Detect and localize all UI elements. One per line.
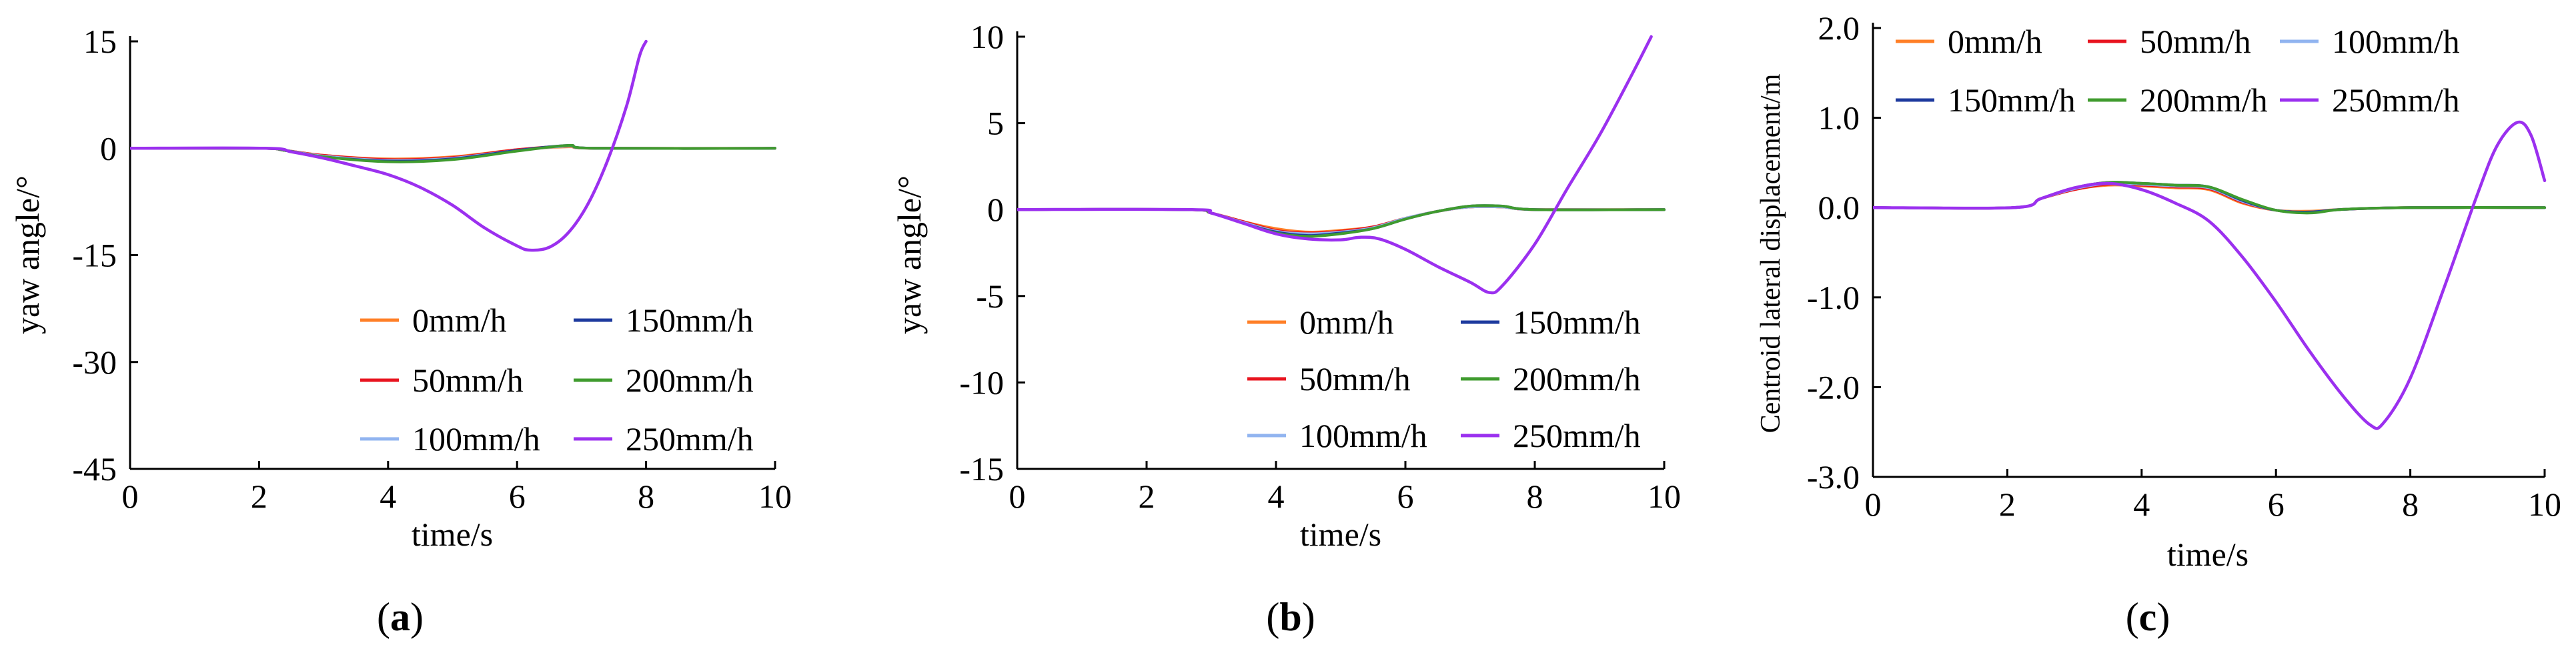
legend-label: 150mm/h <box>1948 81 2076 119</box>
series-group <box>130 39 776 252</box>
x-tick-label: 6 <box>2268 486 2285 523</box>
x-tick-label: 2 <box>251 478 267 515</box>
y-tick-label: -1.0 <box>1807 279 1860 316</box>
chart-panel-c: 0 2 4 6 8 10 2.0 1.0 0.0 -1.0 -2.0 -3.0 time/s Centro… <box>1756 9 2561 573</box>
series-group <box>1017 35 1666 295</box>
legend-label: 0mm/h <box>1299 303 1394 341</box>
legend: 0mm/h 150mm/h 50mm/h 200mm/h 100mm/h 250mm/h <box>1247 303 1641 454</box>
legend-label: 200mm/h <box>1513 360 1641 398</box>
legend-label: 100mm/h <box>1299 417 1427 454</box>
legend-label: 250mm/h <box>1513 417 1641 454</box>
y-tick-label: 0.0 <box>1818 189 1860 226</box>
series-group <box>1873 120 2547 430</box>
x-tick-label: 2 <box>1139 478 1155 515</box>
caption-a: (a) <box>377 595 424 639</box>
legend-label: 100mm/h <box>2332 23 2460 60</box>
legend-label: 50mm/h <box>1299 360 1411 398</box>
x-axis-label: time/s <box>2167 536 2248 573</box>
y-tick-label: -10 <box>959 364 1004 401</box>
x-axis-label: time/s <box>412 516 493 553</box>
x-tick-label: 8 <box>2402 486 2419 523</box>
legend-label: 150mm/h <box>1513 303 1641 341</box>
x-tick-label: 2 <box>1999 486 2016 523</box>
y-tick-label: 0 <box>100 129 117 167</box>
legend-label: 100mm/h <box>412 420 540 458</box>
x-tick-label: 10 <box>2528 486 2561 523</box>
y-tick-label: -45 <box>72 450 117 488</box>
y-axis-label: yaw angle/° <box>9 175 46 334</box>
legend-label: 200mm/h <box>626 362 754 399</box>
x-tick-label: 10 <box>1648 478 1681 515</box>
y-tick-label: 15 <box>83 23 117 60</box>
x-tick-label: 6 <box>1397 478 1414 515</box>
legend-label: 0mm/h <box>1948 23 2042 60</box>
legend-label: 250mm/h <box>626 420 754 458</box>
caption-b: (b) <box>1266 595 1315 639</box>
y-axis-label: yaw angle/° <box>890 175 928 334</box>
y-tick-label: -5 <box>976 277 1004 315</box>
legend-label: 50mm/h <box>412 362 524 399</box>
series-line-250mm-h <box>1017 35 1653 295</box>
legend-label: 150mm/h <box>626 301 754 339</box>
y-tick-label: -15 <box>959 450 1004 488</box>
caption-c: (c) <box>2126 595 2170 639</box>
legend-label: 250mm/h <box>2332 81 2460 119</box>
y-tick-label: 10 <box>971 18 1004 55</box>
series-line-250mm-h <box>1873 120 2547 430</box>
y-tick-label: 0 <box>987 191 1004 228</box>
y-tick-label: -15 <box>72 237 117 274</box>
x-tick-label: 10 <box>758 478 792 515</box>
y-tick-label: 1.0 <box>1818 99 1860 137</box>
legend-label: 50mm/h <box>2140 23 2251 60</box>
x-tick-label: 8 <box>638 478 654 515</box>
y-tick-label: 5 <box>987 105 1004 142</box>
y-tick-label: -3.0 <box>1807 458 1860 496</box>
x-tick-label: 8 <box>1527 478 1543 515</box>
y-axis-label: Centroid lateral displacement/m <box>1756 73 1786 433</box>
x-tick-label: 0 <box>1009 478 1026 515</box>
x-tick-label: 6 <box>509 478 526 515</box>
legend: 0mm/h 150mm/h 50mm/h 200mm/h 100mm/h 250mm/h <box>360 301 754 458</box>
legend: 0mm/h 50mm/h 100mm/h 150mm/h 200mm/h 250mm/h <box>1896 23 2460 119</box>
x-tick-label: 4 <box>380 478 396 515</box>
y-tick-label: -30 <box>72 344 117 381</box>
chart-panel-a: 0 2 4 6 8 10 15 0 -15 -30 -45 time/s yaw angle/° 0mm/… <box>9 23 792 553</box>
x-axis-label: time/s <box>1300 516 1381 553</box>
legend-label: 200mm/h <box>2140 81 2268 119</box>
chart-panel-b: 0 2 4 6 8 10 10 5 0 -5 -10 -15 time/s yaw angle/° 0mm/… <box>890 18 1681 553</box>
legend-label: 0mm/h <box>412 301 507 339</box>
y-tick-label: -2.0 <box>1807 368 1860 406</box>
x-tick-label: 0 <box>1865 486 1882 523</box>
x-tick-label: 4 <box>2133 486 2150 523</box>
x-tick-label: 0 <box>122 478 139 515</box>
x-tick-label: 4 <box>1268 478 1285 515</box>
y-tick-label: 2.0 <box>1818 9 1860 47</box>
series-line-250mm-h <box>130 39 648 252</box>
